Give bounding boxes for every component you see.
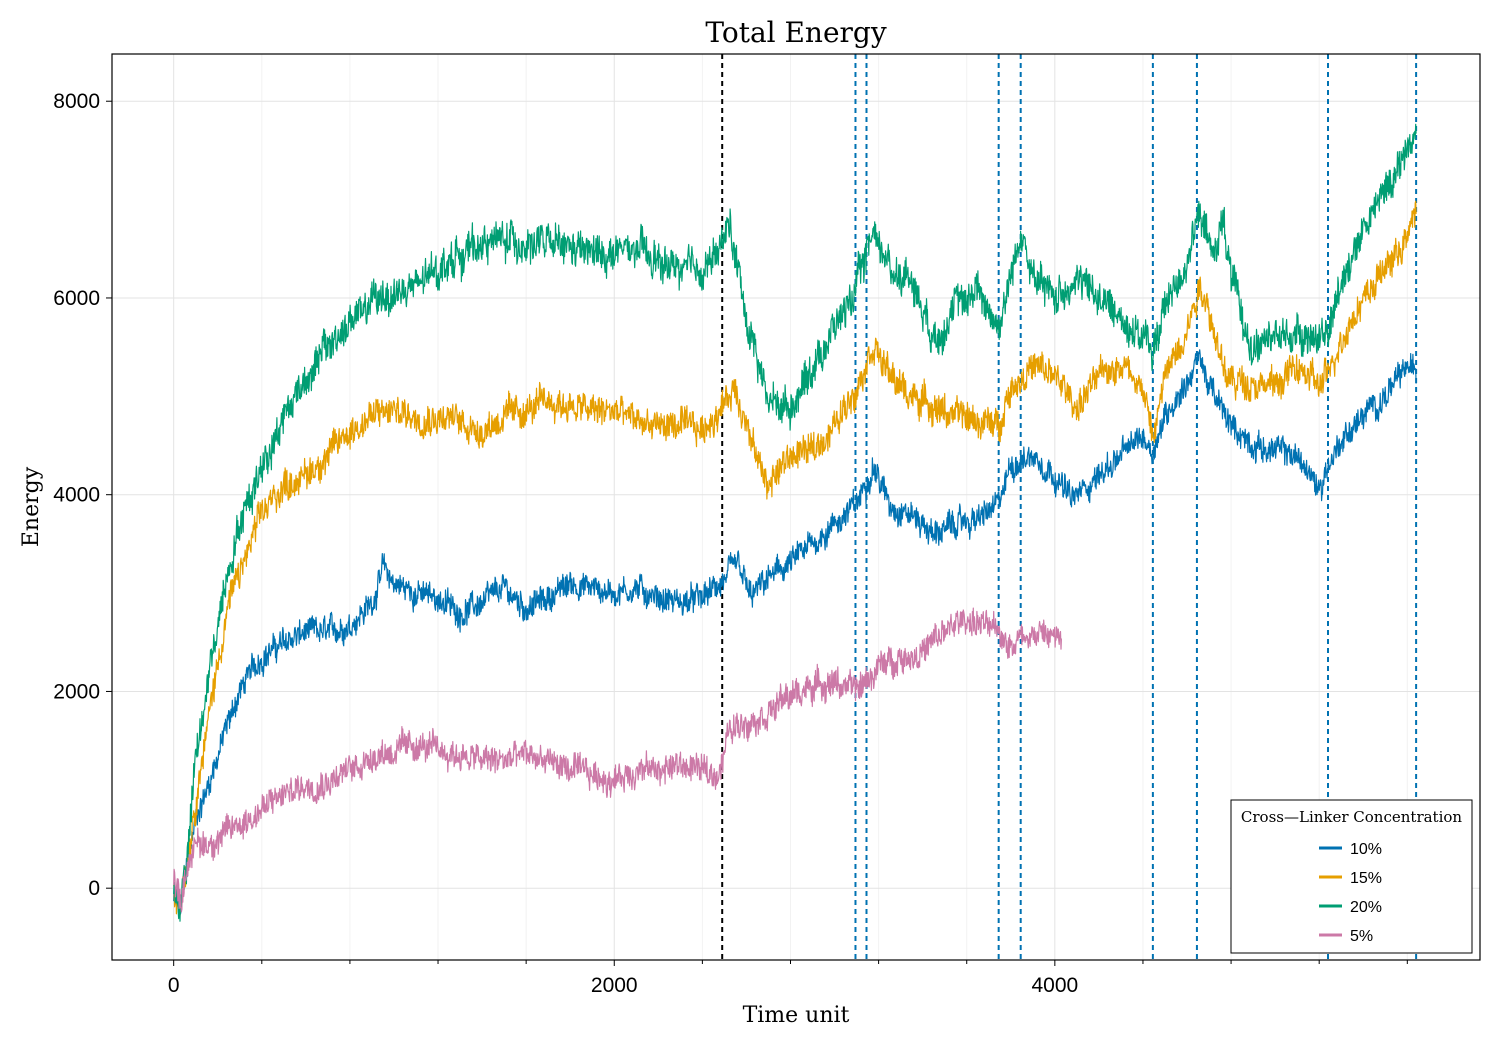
series-line-15pct — [173, 200, 1417, 917]
axis-ticks: 0 2000 4000 0 2000 4000 6000 8000 — [53, 90, 1408, 997]
y-tick-label: 8000 — [53, 90, 100, 113]
x-tick-label: 0 — [168, 974, 180, 997]
y-tick-label: 2000 — [53, 680, 100, 703]
series-lines — [173, 123, 1417, 922]
legend-label: 15% — [1350, 870, 1382, 887]
y-tick-label: 4000 — [53, 484, 100, 507]
legend-items: 10% 15% 20% 5% — [1319, 841, 1382, 945]
legend-label: 5% — [1350, 928, 1373, 945]
legend: Cross—Linker Concentration 10% 15% 20% 5% — [1230, 799, 1473, 954]
chart-title: Total Energy — [705, 16, 887, 49]
legend-box — [1230, 799, 1473, 954]
y-tick-label: 0 — [88, 877, 100, 900]
series-line-20pct — [173, 123, 1417, 922]
series-line-5pct — [173, 607, 1062, 913]
legend-label: 10% — [1350, 841, 1382, 858]
legend-label: 20% — [1350, 899, 1382, 916]
legend-title: Cross—Linker Concentration — [1241, 808, 1463, 826]
x-axis-label: Time unit — [743, 1003, 850, 1028]
x-tick-label: 2000 — [591, 974, 638, 997]
x-tick-label: 4000 — [1031, 974, 1078, 997]
series-line-10pct — [173, 349, 1417, 915]
y-axis-label: Energy — [19, 466, 44, 547]
y-tick-label: 6000 — [53, 287, 100, 310]
plot-frame — [111, 53, 1481, 961]
